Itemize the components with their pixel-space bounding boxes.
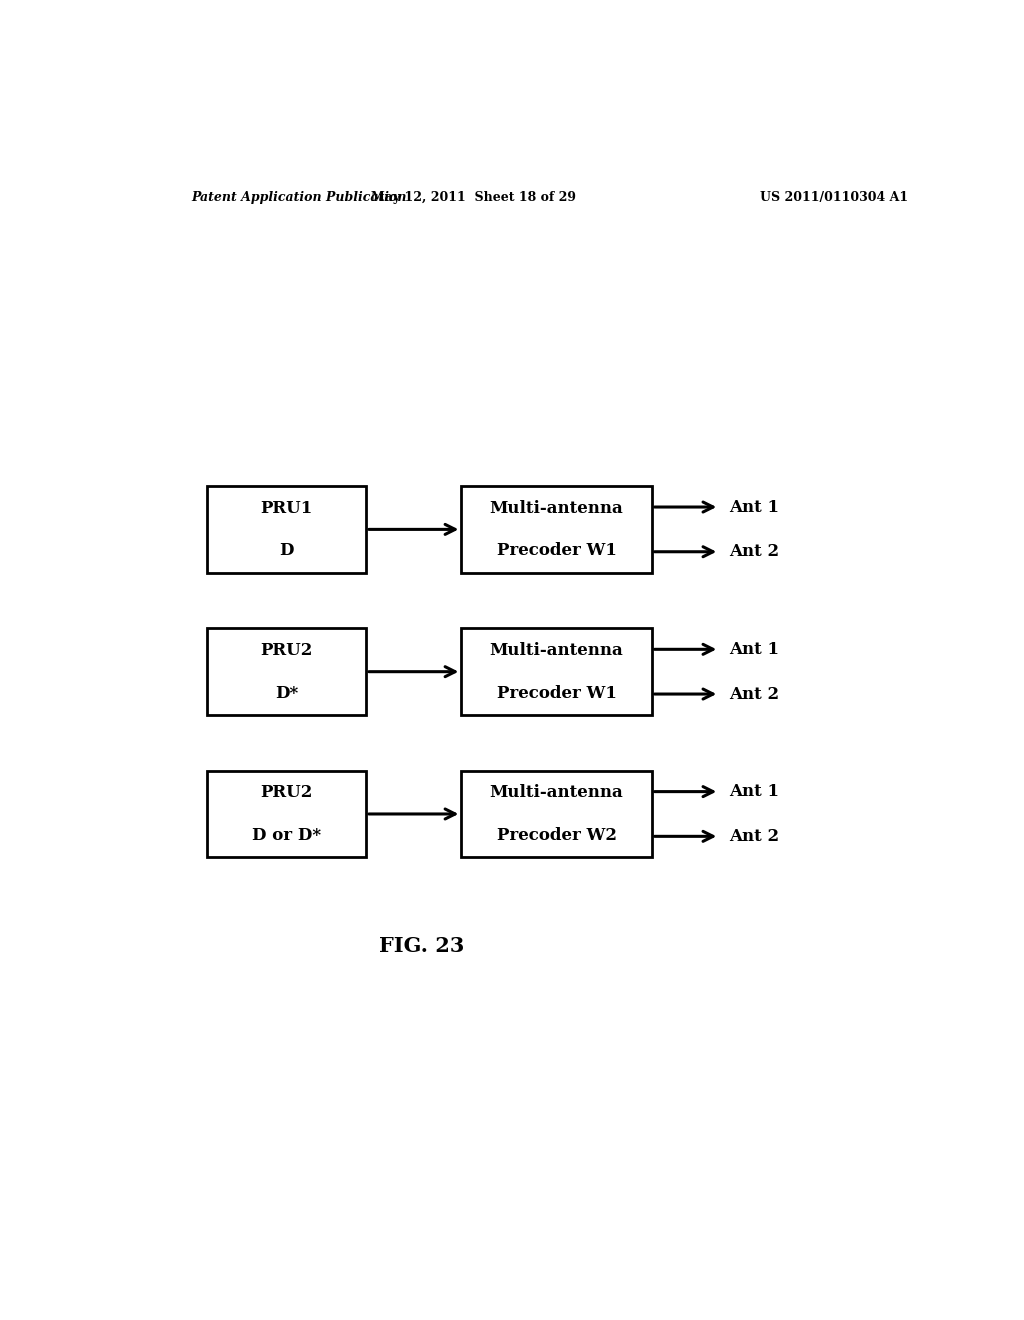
Bar [207, 628, 367, 715]
Bar [207, 486, 367, 573]
Text: Multi-antenna: Multi-antenna [489, 784, 624, 801]
Text: Precoder W2: Precoder W2 [497, 826, 616, 843]
Text: Multi-antenna: Multi-antenna [489, 499, 624, 516]
Text: May 12, 2011  Sheet 18 of 29: May 12, 2011 Sheet 18 of 29 [371, 190, 575, 203]
Text: Ant 1: Ant 1 [729, 640, 779, 657]
Text: PRU2: PRU2 [260, 784, 313, 801]
Text: FIG. 23: FIG. 23 [379, 936, 464, 956]
Text: D*: D* [275, 685, 298, 701]
Text: Ant 2: Ant 2 [729, 685, 779, 702]
Bar [207, 771, 367, 857]
Text: PRU1: PRU1 [260, 499, 313, 516]
Bar [461, 628, 651, 715]
Text: US 2011/0110304 A1: US 2011/0110304 A1 [760, 190, 908, 203]
Text: D: D [280, 543, 294, 560]
Text: Precoder W1: Precoder W1 [497, 685, 616, 701]
Text: PRU2: PRU2 [260, 642, 313, 659]
Text: D or D*: D or D* [252, 826, 322, 843]
Bar [461, 486, 651, 573]
Bar [461, 771, 651, 857]
Text: Precoder W1: Precoder W1 [497, 543, 616, 560]
Text: Ant 1: Ant 1 [729, 499, 779, 516]
Text: Ant 1: Ant 1 [729, 783, 779, 800]
Text: Patent Application Publication: Patent Application Publication [191, 190, 407, 203]
Text: Multi-antenna: Multi-antenna [489, 642, 624, 659]
Text: Ant 2: Ant 2 [729, 828, 779, 845]
Text: Ant 2: Ant 2 [729, 544, 779, 560]
